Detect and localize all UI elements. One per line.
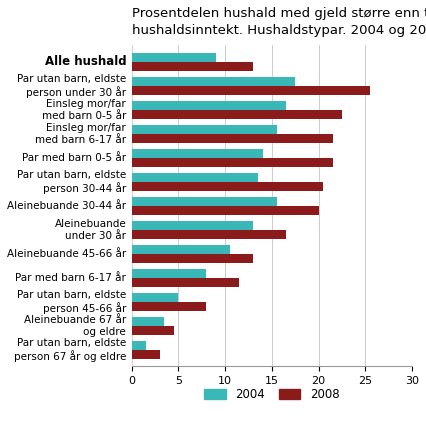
Bar <box>132 302 207 311</box>
Bar <box>132 206 319 215</box>
Text: Prosentdelen hushald med gjeld større enn tre gonger samla
hushaldsinntekt. Hush: Prosentdelen hushald med gjeld større en… <box>132 7 426 37</box>
Bar <box>132 221 253 230</box>
Bar <box>132 173 258 182</box>
Bar <box>132 350 160 359</box>
Bar <box>132 230 286 239</box>
Bar <box>132 101 286 110</box>
Bar <box>132 254 253 263</box>
Bar <box>132 293 178 302</box>
Bar <box>132 341 146 350</box>
Legend: 2004, 2008: 2004, 2008 <box>200 383 344 405</box>
Bar <box>132 125 276 134</box>
Bar <box>132 110 342 119</box>
Bar <box>132 86 370 95</box>
Bar <box>132 278 239 287</box>
Bar <box>132 197 276 206</box>
Bar <box>132 149 262 158</box>
Bar <box>132 245 230 254</box>
Bar <box>132 134 333 143</box>
Bar <box>132 182 323 191</box>
Bar <box>132 53 216 62</box>
Bar <box>132 316 164 326</box>
Bar <box>132 158 333 167</box>
Bar <box>132 62 253 71</box>
Bar <box>132 326 174 335</box>
Bar <box>132 77 295 86</box>
Bar <box>132 269 207 278</box>
